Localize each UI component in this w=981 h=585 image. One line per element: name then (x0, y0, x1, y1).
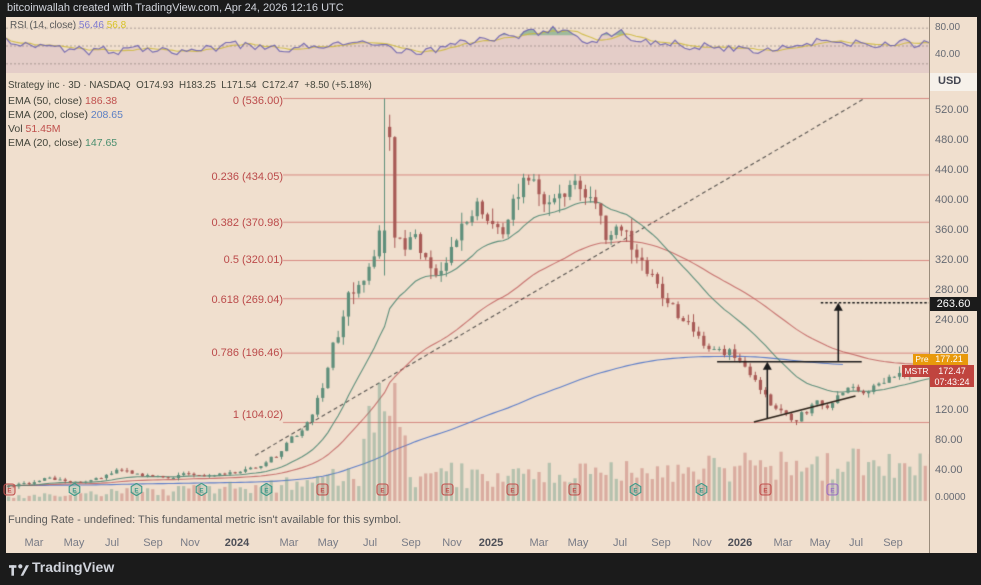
svg-text:E: E (445, 487, 449, 494)
svg-text:E: E (572, 487, 576, 494)
svg-text:E: E (264, 487, 268, 494)
svg-text:E: E (633, 487, 637, 494)
svg-text:E: E (199, 487, 203, 494)
svg-text:E: E (830, 487, 834, 494)
svg-text:E: E (72, 487, 76, 494)
svg-text:E: E (320, 487, 324, 494)
svg-text:E: E (510, 487, 514, 494)
svg-text:E: E (763, 487, 767, 494)
svg-text:E: E (134, 487, 138, 494)
svg-text:E: E (699, 487, 703, 494)
svg-text:E: E (7, 487, 11, 494)
svg-text:E: E (380, 487, 384, 494)
